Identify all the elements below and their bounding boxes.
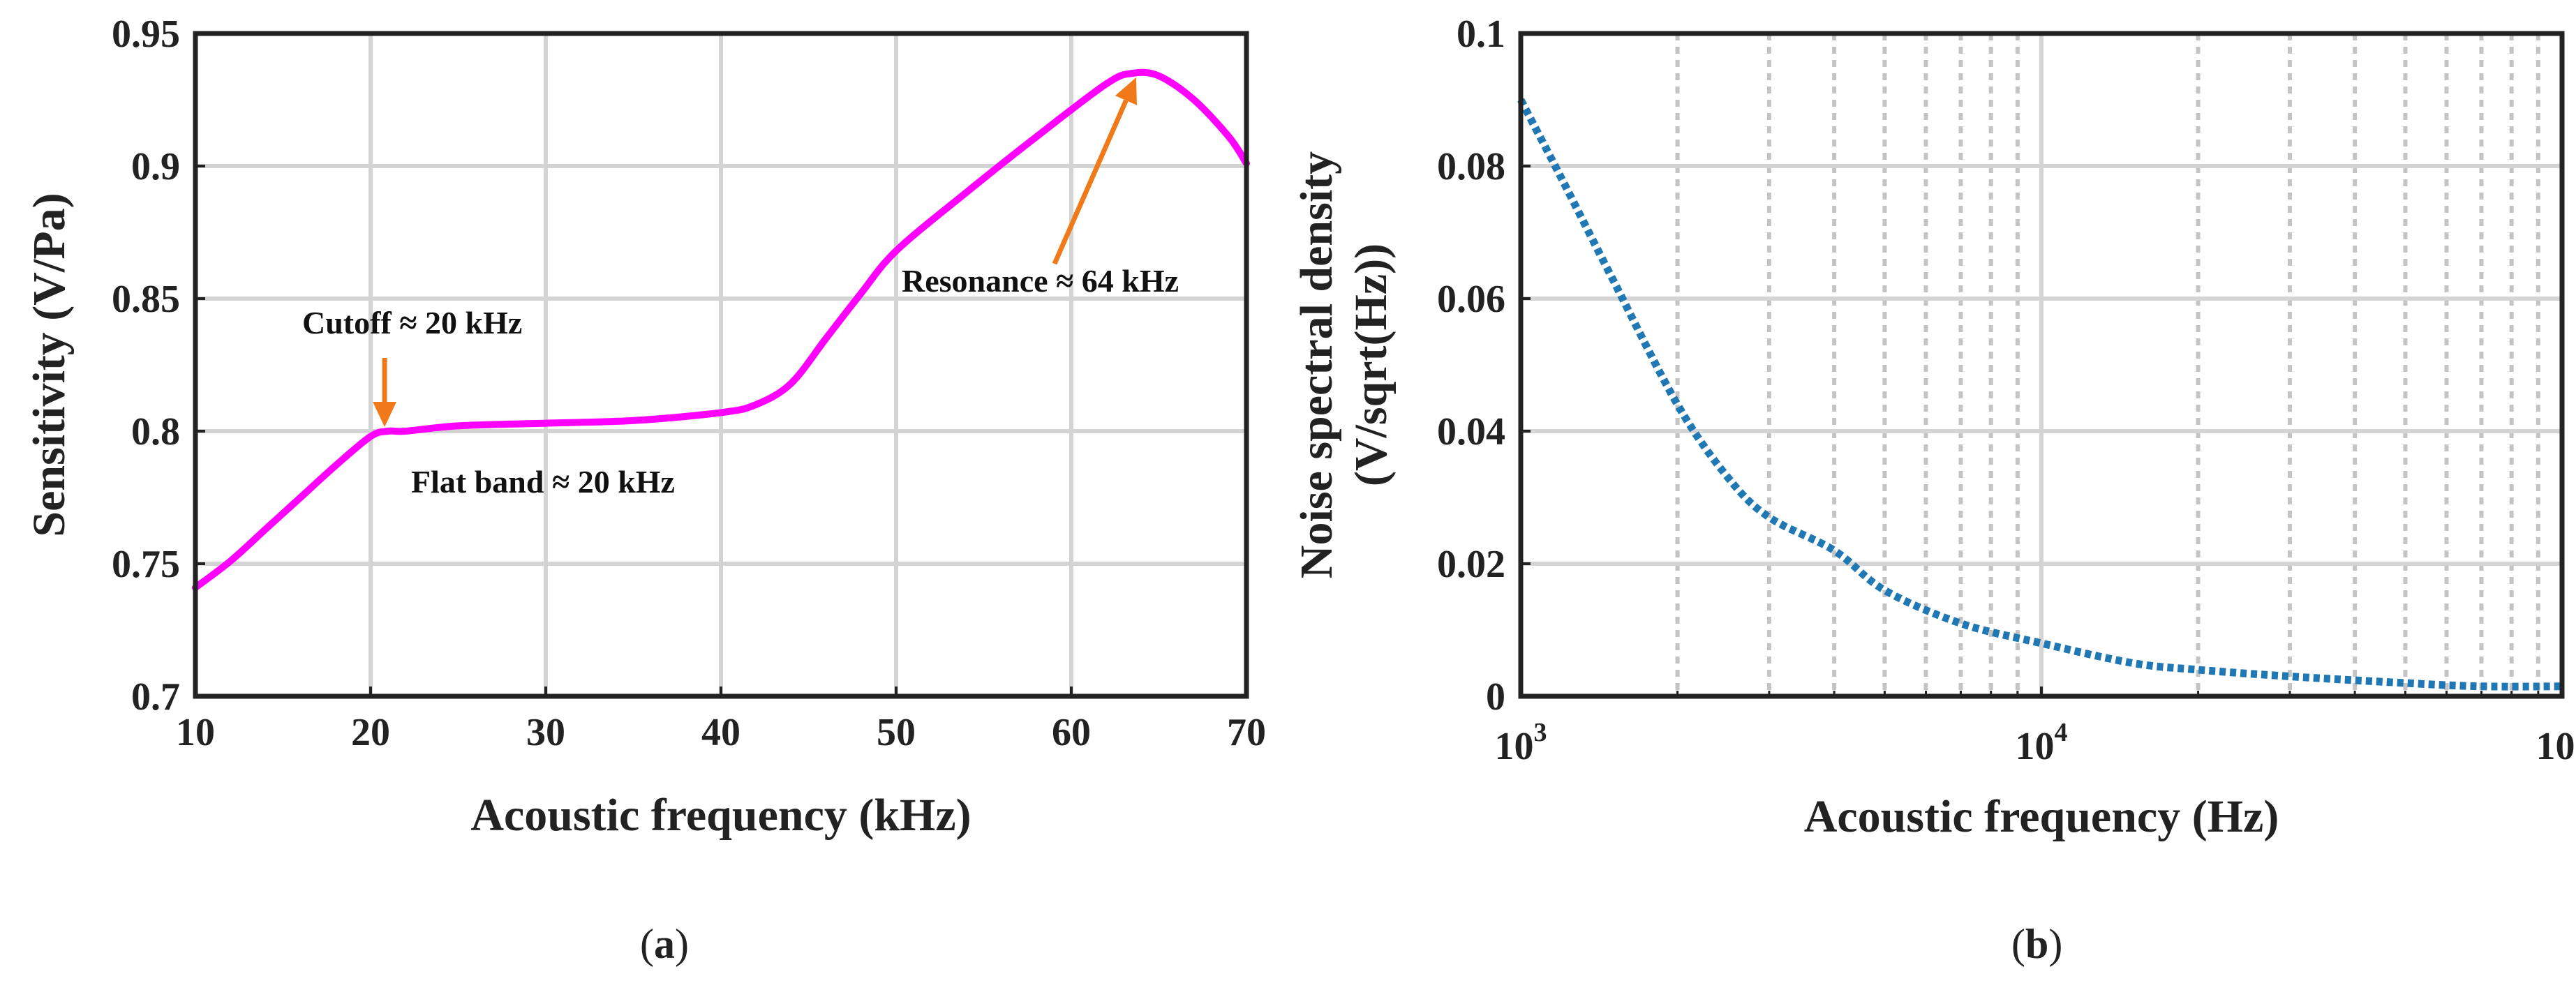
grid-b [1521, 33, 2562, 696]
chart-panel-b: 103 104 105 0 0.02 0.04 0.06 0.08 0.1 Acoustic f… [1291, 13, 2576, 967]
arrow-resonance-head [1115, 77, 1138, 105]
x-tick-label: 103 [1495, 718, 1547, 768]
y-tick-label: 0.06 [1437, 278, 1505, 321]
y-tick-label: 0.9 [131, 145, 180, 188]
annotation-cutoff: Cutoff ≈ 20 kHz [302, 305, 522, 340]
x-tick-label: 105 [2536, 718, 2576, 768]
x-tick-label: 10 [176, 711, 215, 754]
series-a [192, 68, 1250, 592]
x-tick-label: 50 [877, 711, 916, 754]
tick-labels-b: 103 104 105 0 0.02 0.04 0.06 0.08 0.1 [1437, 13, 2576, 768]
y-tick-label: 0.08 [1437, 145, 1505, 188]
annotation-flat-band: Flat band ≈ 20 kHz [411, 464, 675, 500]
x-axis-label-b: Acoustic frequency (Hz) [1804, 791, 2279, 842]
arrow-resonance-shaft [1052, 99, 1129, 265]
arrow-cutoff-head [373, 402, 397, 427]
y-tick-label: 0.85 [112, 278, 180, 321]
chart-panel-a: 10 20 30 40 50 60 70 0.7 0.75 0.8 0.85 0.9 0.95 Cuto… [24, 13, 1266, 967]
tick-labels-a: 10 20 30 40 50 60 70 0.7 0.75 0.8 0.85 0.9 0.95 [112, 13, 1266, 754]
y-axis-label-b-line1: Noise spectral density [1291, 151, 1342, 578]
y-tick-label: 0.8 [131, 410, 180, 453]
x-tick-label: 104 [2016, 718, 2068, 768]
panel-letter-a: a [654, 921, 675, 967]
grid-a [195, 33, 1246, 696]
annotation-resonance: Resonance ≈ 64 kHz [902, 263, 1179, 299]
y-tick-label: 0.75 [112, 543, 180, 586]
panel-label-a: (a) [640, 921, 689, 967]
x-axis-label-a: Acoustic frequency (kHz) [470, 790, 971, 841]
y-tick-label: 0.95 [112, 13, 180, 56]
x-tick-label: 20 [351, 711, 390, 754]
x-tick-label: 40 [701, 711, 740, 754]
x-tick-label: 70 [1227, 711, 1266, 754]
series-line-sensitivity [192, 68, 1250, 592]
x-tick-label: 60 [1052, 711, 1091, 754]
y-tick-label: 0 [1486, 675, 1505, 719]
y-tick-label: 0.7 [131, 675, 180, 719]
y-tick-label: 0.04 [1437, 410, 1505, 453]
panel-label-b: (b) [2011, 921, 2062, 967]
y-axis-label-a: Sensitivity (V/Pa) [24, 193, 75, 537]
y-tick-label: 0.1 [1457, 13, 1505, 56]
panel-letter-b: b [2025, 921, 2048, 967]
y-axis-label-b-line2: (V/sqrt(Hz)) [1346, 243, 1397, 486]
y-tick-label: 0.02 [1437, 543, 1505, 586]
y-axis-label-b: Noise spectral density (V/sqrt(Hz)) [1291, 151, 1397, 578]
x-tick-label: 30 [526, 711, 565, 754]
annotation-arrows [373, 77, 1138, 427]
